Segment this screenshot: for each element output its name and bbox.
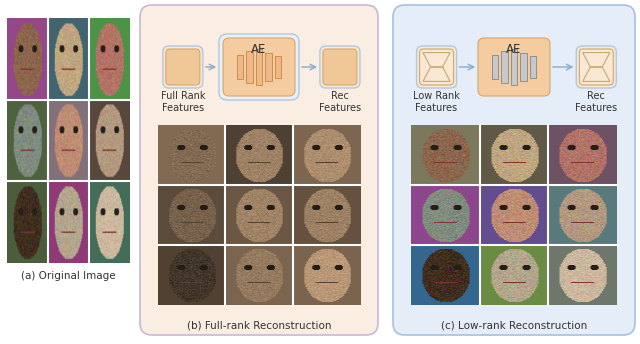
FancyBboxPatch shape <box>320 46 360 88</box>
FancyBboxPatch shape <box>576 46 616 88</box>
Polygon shape <box>423 67 450 82</box>
Bar <box>529 56 536 78</box>
Bar <box>492 55 499 79</box>
Text: Rec
Features: Rec Features <box>319 91 361 112</box>
Text: (b) Full-rank Reconstruction: (b) Full-rank Reconstruction <box>187 321 332 331</box>
Bar <box>246 51 253 83</box>
Polygon shape <box>582 67 610 82</box>
Text: Full Rank
Features: Full Rank Features <box>161 91 205 112</box>
Bar <box>265 53 271 81</box>
FancyBboxPatch shape <box>420 49 454 85</box>
Bar <box>520 53 527 81</box>
Text: Rec
Features: Rec Features <box>575 91 618 112</box>
FancyBboxPatch shape <box>393 5 635 335</box>
FancyBboxPatch shape <box>219 34 299 100</box>
Bar <box>275 56 281 78</box>
FancyBboxPatch shape <box>166 49 200 85</box>
Text: Low Rank
Features: Low Rank Features <box>413 91 460 112</box>
FancyBboxPatch shape <box>323 49 357 85</box>
Bar <box>501 51 508 83</box>
FancyBboxPatch shape <box>223 38 295 96</box>
FancyBboxPatch shape <box>163 46 203 88</box>
FancyBboxPatch shape <box>478 38 550 96</box>
Polygon shape <box>582 53 610 67</box>
Polygon shape <box>423 53 450 67</box>
Text: (c) Low-rank Reconstruction: (c) Low-rank Reconstruction <box>441 321 587 331</box>
FancyBboxPatch shape <box>140 5 378 335</box>
Bar <box>511 49 517 86</box>
Text: AE: AE <box>506 43 522 56</box>
Text: (a) Original Image: (a) Original Image <box>21 271 116 281</box>
Text: AE: AE <box>252 43 267 56</box>
FancyBboxPatch shape <box>417 46 456 88</box>
Bar <box>256 49 262 86</box>
FancyBboxPatch shape <box>579 49 613 85</box>
Bar <box>237 55 243 79</box>
